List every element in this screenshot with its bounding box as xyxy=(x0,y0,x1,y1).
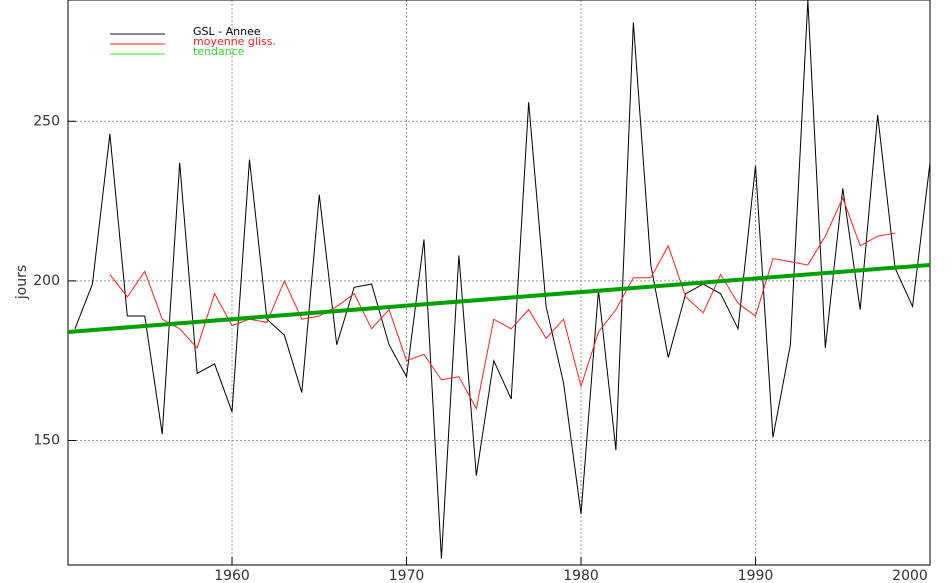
y-axis-label: jours xyxy=(14,265,30,300)
x-tick-label: 2000 xyxy=(892,568,928,583)
plot-frame xyxy=(67,0,931,566)
x-tick-label: 1960 xyxy=(214,568,250,583)
series-line xyxy=(109,196,896,411)
x-tick-label: 1980 xyxy=(563,568,599,583)
legend-label: moyenne gliss. xyxy=(193,35,276,48)
y-tick-label: 150 xyxy=(33,433,60,449)
series-line xyxy=(74,0,931,559)
legend-label: tendance xyxy=(193,45,245,58)
y-tick-label: 250 xyxy=(33,113,60,129)
legend-label: GSL - Annee xyxy=(193,25,261,38)
series-line xyxy=(67,262,931,334)
x-tick-label: 1990 xyxy=(738,568,774,583)
x-tick-label: 1970 xyxy=(389,568,425,583)
y-tick-label: 200 xyxy=(33,273,60,289)
